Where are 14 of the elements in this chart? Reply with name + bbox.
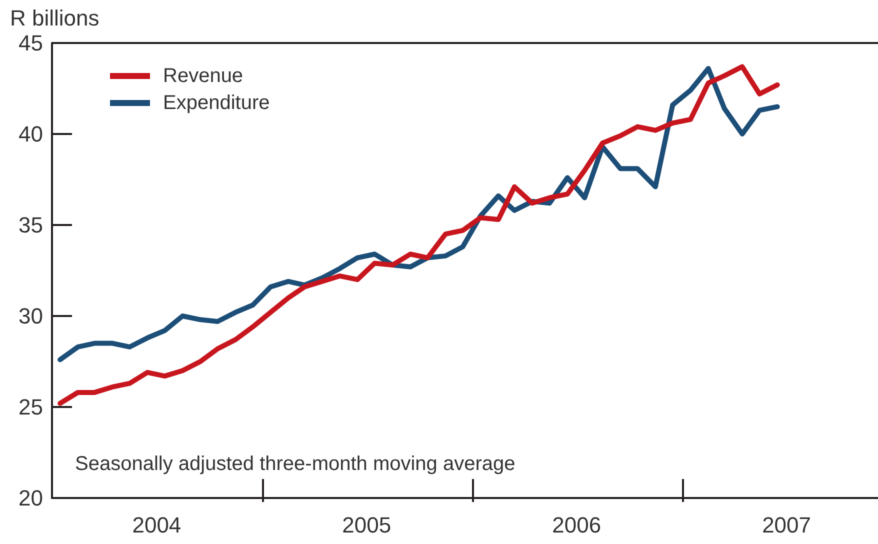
y-tick-label: 25 <box>18 394 43 420</box>
y-axis-title: R billions <box>10 6 100 30</box>
y-tick-label: 35 <box>18 212 43 238</box>
annotation: Seasonally adjusted three-month moving average <box>75 453 516 475</box>
legend-label: Expenditure <box>163 92 270 114</box>
y-tick-label: 30 <box>18 304 43 328</box>
x-tick-label: 2006 <box>552 512 602 538</box>
x-tick-label: 2005 <box>342 512 392 538</box>
x-tick-label: 2007 <box>762 512 812 538</box>
x-tick-label: 2004 <box>132 512 182 538</box>
y-tick-label: 20 <box>18 486 43 510</box>
legend-label: Revenue <box>163 65 244 87</box>
y-tick-label: 40 <box>18 122 43 146</box>
y-tick-label: 45 <box>18 30 43 56</box>
